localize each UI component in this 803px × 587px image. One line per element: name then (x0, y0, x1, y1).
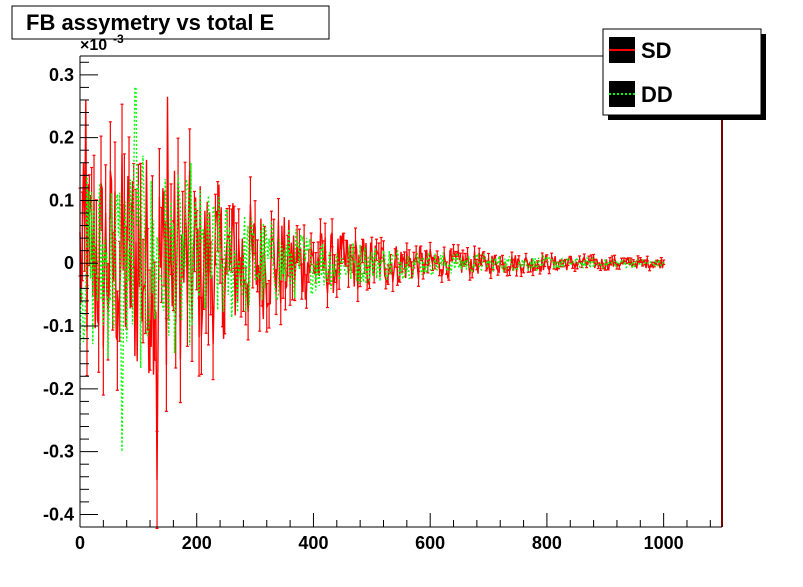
y-exponent: ×10 -3 (80, 32, 124, 54)
x-tick-label: 1000 (644, 533, 684, 553)
x-tick-label: 800 (532, 533, 562, 553)
legend-entry-sd: SD (609, 37, 672, 63)
sd-line (79, 96, 665, 480)
x-tick-label: 200 (182, 533, 212, 553)
legend: SD DD (602, 28, 766, 120)
y-tick-label: 0.2 (49, 128, 74, 148)
axes-layer: 0 200 400 600 800 1000 -0.4 -0.3 -0.2 -0.1 0 0.1 0.2… (43, 56, 722, 553)
y-tick-label: 0 (64, 253, 74, 273)
y-tick-label: 0.1 (49, 190, 74, 210)
y-tick-label: -0.2 (43, 379, 74, 399)
y-tick-label: 0.3 (49, 65, 74, 85)
legend-label-dd: DD (641, 82, 673, 107)
legend-label-sd: SD (641, 38, 672, 63)
title-box: FB assymetry vs total E (11, 5, 330, 40)
chart-title: FB assymetry vs total E (26, 10, 274, 35)
series-sd (78, 96, 666, 530)
dd-line (79, 86, 665, 452)
series-dd (79, 86, 665, 452)
y-tick-label: -0.3 (43, 442, 74, 462)
legend-entry-dd: DD (609, 81, 673, 107)
y-tick-label: -0.1 (43, 316, 74, 336)
series-layer (78, 86, 666, 530)
title-box-frame (11, 5, 330, 40)
y-exponent-power: -3 (113, 32, 124, 46)
x-tick-label: 600 (415, 533, 445, 553)
x-tick-label: 0 (75, 533, 85, 553)
y-tick-label: -0.4 (43, 504, 74, 524)
y-exponent-base: ×10 (80, 37, 107, 54)
x-tick-label: 400 (298, 533, 328, 553)
